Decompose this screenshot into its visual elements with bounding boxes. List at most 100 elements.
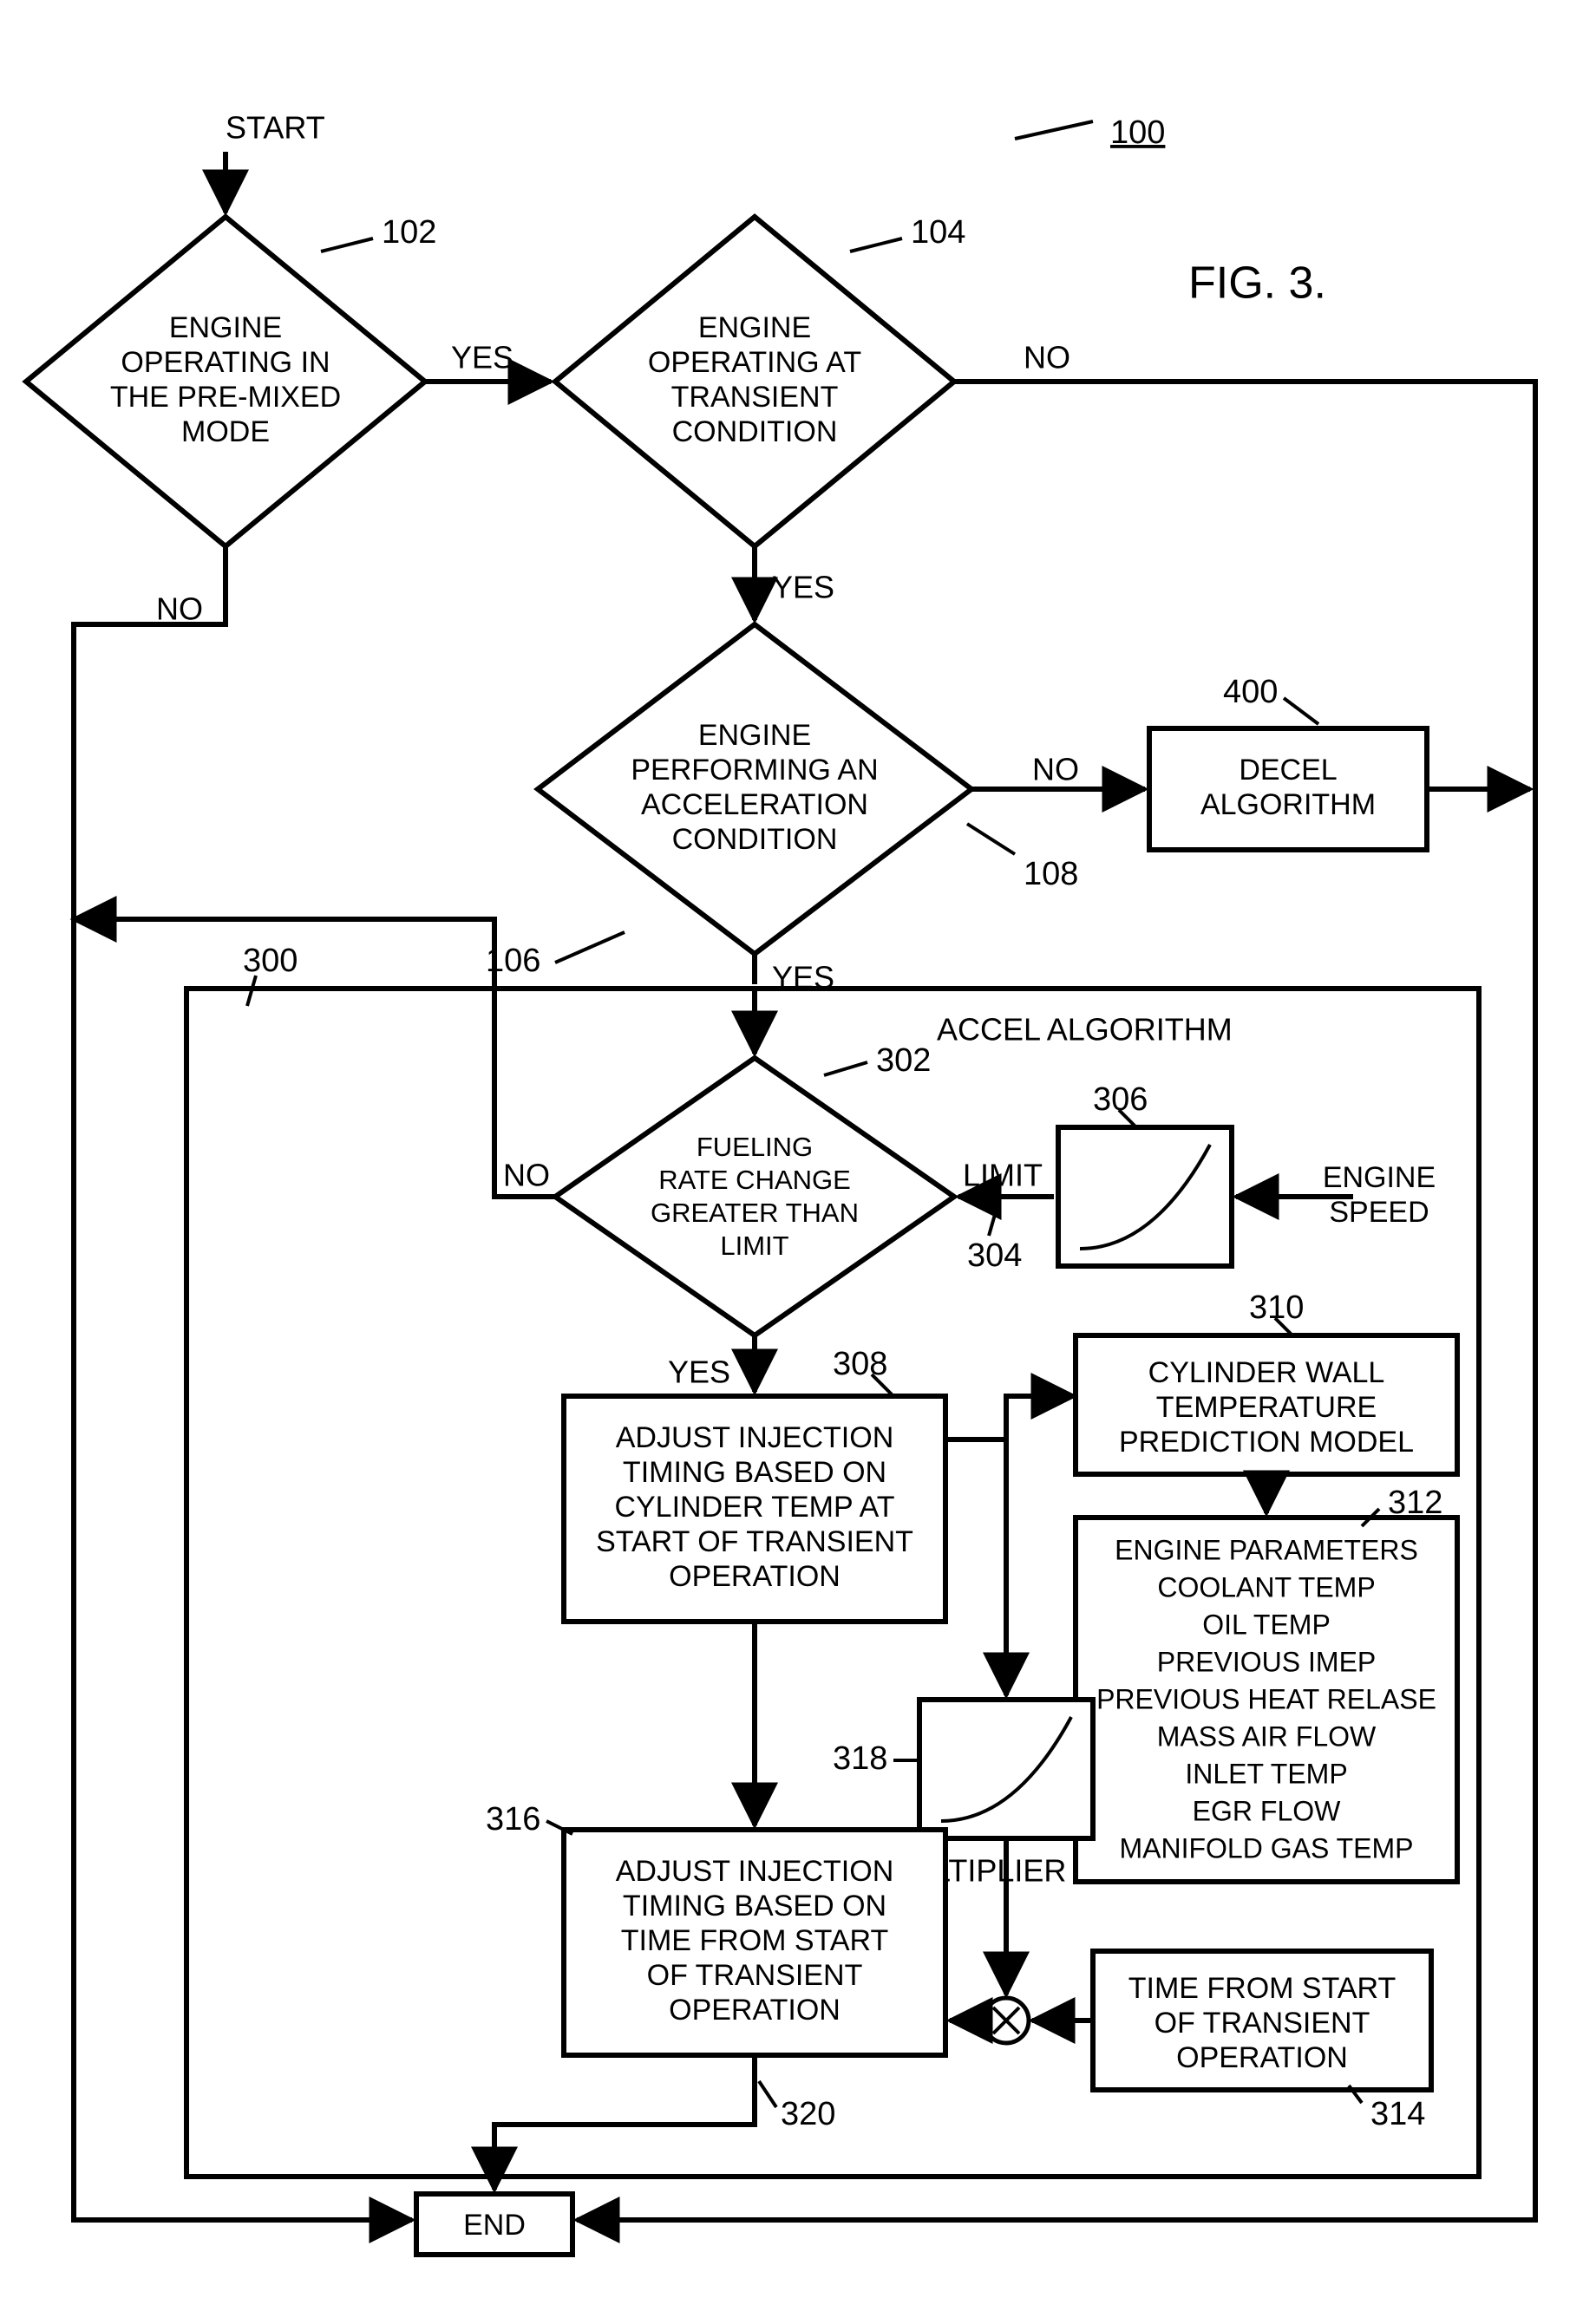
ref-leader-104 [850, 238, 902, 251]
start-label: START [226, 110, 325, 146]
ref-leader-304 [989, 1205, 998, 1236]
ref-306: 306 [1093, 1081, 1148, 1118]
label-102-no: NO [156, 591, 203, 627]
svg-text:MODE: MODE [181, 415, 270, 448]
ref-102: 102 [382, 214, 436, 251]
ref-304: 304 [967, 1237, 1022, 1274]
process-310: CYLINDER WALL TEMPERATURE PREDICTION MOD… [1076, 1335, 1457, 1474]
svg-text:RATE CHANGE: RATE CHANGE [658, 1165, 851, 1195]
ref-314: 314 [1370, 2096, 1425, 2132]
edge-316-end [494, 2055, 755, 2190]
edge-102-no [74, 546, 412, 2220]
process-308: ADJUST INJECTION TIMING BASED ON CYLINDE… [564, 1396, 945, 1622]
svg-text:TIME FROM START: TIME FROM START [1128, 1972, 1397, 2005]
ref-318: 318 [833, 1740, 887, 1777]
lookup-318 [919, 1700, 1093, 1838]
accel-title: ACCEL ALGORITHM [937, 1012, 1233, 1048]
svg-text:ENGINE: ENGINE [698, 311, 811, 344]
svg-text:OPERATING IN: OPERATING IN [121, 346, 330, 379]
svg-text:COOLANT TEMP: COOLANT TEMP [1157, 1571, 1375, 1603]
process-314: TIME FROM START OF TRANSIENT OPERATION [1093, 1951, 1431, 2090]
ref-leader-320 [759, 2081, 776, 2107]
decision-302: FUELING RATE CHANGE GREATER THAN LIMIT [555, 1058, 954, 1335]
svg-text:CYLINDER TEMP AT: CYLINDER TEMP AT [614, 1491, 894, 1524]
process-316: ADJUST INJECTION TIMING BASED ON TIME FR… [564, 1830, 945, 2055]
svg-text:OPERATING AT: OPERATING AT [648, 346, 861, 379]
svg-text:TRANSIENT: TRANSIENT [671, 381, 839, 414]
label-102-yes: YES [451, 340, 513, 375]
edge-308-310 [945, 1396, 1074, 1439]
svg-text:ADJUST INJECTION: ADJUST INJECTION [616, 1855, 894, 1888]
svg-text:MANIFOLD GAS TEMP: MANIFOLD GAS TEMP [1119, 1832, 1413, 1864]
flowchart-fig3: FIG. 3. 100 START ENGINE OPERATING IN TH… [0, 0, 1583, 2324]
ref-316: 316 [486, 1801, 540, 1838]
multiply-node [984, 1998, 1029, 2043]
svg-text:INLET TEMP: INLET TEMP [1185, 1758, 1347, 1789]
svg-text:ACCELERATION: ACCELERATION [641, 788, 868, 821]
svg-text:START OF TRANSIENT: START OF TRANSIENT [596, 1525, 913, 1558]
ref-310: 310 [1249, 1289, 1304, 1326]
svg-text:ENGINE: ENGINE [698, 719, 811, 752]
label-limit: LIMIT [963, 1158, 1043, 1193]
svg-text:EGR FLOW: EGR FLOW [1193, 1795, 1341, 1826]
svg-text:CONDITION: CONDITION [672, 415, 838, 448]
ref-leader-100 [1015, 121, 1093, 139]
decision-104: ENGINE OPERATING AT TRANSIENT CONDITION [555, 217, 954, 546]
svg-text:PREVIOUS HEAT RELASE: PREVIOUS HEAT RELASE [1096, 1683, 1436, 1714]
svg-text:PREVIOUS IMEP: PREVIOUS IMEP [1157, 1646, 1377, 1677]
svg-text:TIMING BASED ON: TIMING BASED ON [623, 1456, 886, 1489]
svg-text:OPERATION: OPERATION [669, 1560, 841, 1593]
svg-text:OPERATION: OPERATION [1176, 2041, 1348, 2074]
label-104-no: NO [1024, 340, 1070, 375]
svg-text:ALGORITHM: ALGORITHM [1200, 788, 1376, 821]
decision-102: ENGINE OPERATING IN THE PRE-MIXED MODE [26, 217, 425, 546]
process-400-decel: DECEL ALGORITHM [1149, 728, 1427, 850]
svg-text:PREDICTION MODEL: PREDICTION MODEL [1119, 1426, 1414, 1459]
svg-text:MASS AIR FLOW: MASS AIR FLOW [1157, 1720, 1377, 1752]
svg-text:CONDITION: CONDITION [672, 823, 838, 856]
figure-ref-100: 100 [1110, 114, 1165, 151]
label-106-no: NO [1032, 752, 1079, 787]
svg-text:CYLINDER WALL: CYLINDER WALL [1148, 1356, 1385, 1389]
svg-text:OPERATION: OPERATION [669, 1994, 841, 2027]
label-302-yes: YES [668, 1355, 730, 1390]
engine-speed-label-l1: ENGINE [1323, 1161, 1436, 1194]
svg-text:ENGINE PARAMETERS: ENGINE PARAMETERS [1115, 1534, 1418, 1565]
terminal-end: END [416, 2194, 572, 2255]
ref-leader-108 [967, 824, 1015, 854]
ref-leader-106 [555, 932, 625, 963]
ref-400: 400 [1223, 674, 1278, 710]
ref-leader-400 [1284, 698, 1318, 724]
svg-text:OF TRANSIENT: OF TRANSIENT [1155, 2007, 1370, 2040]
svg-text:END: END [463, 2209, 526, 2242]
svg-text:THE PRE-MIXED: THE PRE-MIXED [110, 381, 341, 414]
decision-106: ENGINE PERFORMING AN ACCELERATION CONDIT… [538, 624, 971, 954]
svg-text:GREATER THAN: GREATER THAN [651, 1198, 859, 1228]
svg-text:TIMING BASED ON: TIMING BASED ON [623, 1890, 886, 1923]
process-312: ENGINE PARAMETERS COOLANT TEMP OIL TEMP … [1076, 1518, 1457, 1882]
label-104-yes: YES [772, 570, 834, 605]
svg-text:TEMPERATURE: TEMPERATURE [1156, 1391, 1377, 1424]
ref-312: 312 [1388, 1485, 1442, 1521]
ref-104: 104 [911, 214, 965, 251]
lookup-306 [1058, 1127, 1232, 1266]
figure-title: FIG. 3. [1188, 258, 1326, 309]
ref-308: 308 [833, 1346, 887, 1382]
svg-text:LIMIT: LIMIT [720, 1231, 788, 1261]
ref-302: 302 [876, 1042, 931, 1079]
ref-320: 320 [781, 2096, 835, 2132]
svg-text:DECEL: DECEL [1239, 754, 1337, 787]
label-302-no: NO [503, 1158, 550, 1193]
ref-300: 300 [243, 943, 298, 979]
engine-speed-label-l2: SPEED [1329, 1196, 1429, 1229]
svg-text:PERFORMING AN: PERFORMING AN [631, 754, 878, 787]
ref-108: 108 [1024, 856, 1078, 892]
svg-text:OIL TEMP: OIL TEMP [1202, 1609, 1331, 1640]
ref-leader-302 [824, 1062, 867, 1075]
svg-text:ADJUST INJECTION: ADJUST INJECTION [616, 1421, 894, 1454]
svg-text:OF TRANSIENT: OF TRANSIENT [647, 1959, 863, 1992]
ref-leader-102 [321, 238, 373, 251]
svg-text:FUELING: FUELING [697, 1132, 813, 1162]
svg-text:TIME FROM START: TIME FROM START [621, 1924, 889, 1957]
svg-text:ENGINE: ENGINE [169, 311, 282, 344]
